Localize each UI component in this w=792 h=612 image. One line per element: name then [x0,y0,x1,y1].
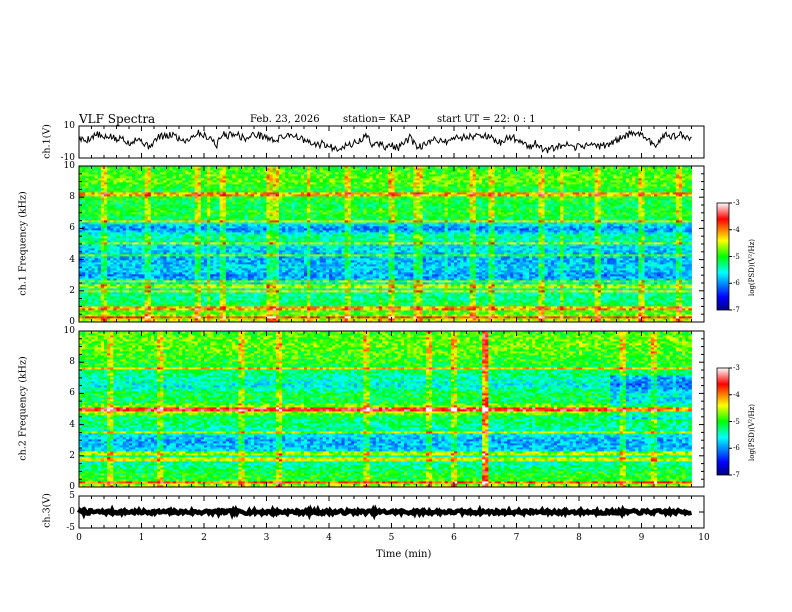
vlf-figure [0,0,792,612]
ch1-waveform-panel [79,126,704,158]
ch1-spectrogram-panel [79,166,704,322]
ch1-spectrogram-image [79,166,692,322]
ch1-waveform-line [79,130,692,153]
